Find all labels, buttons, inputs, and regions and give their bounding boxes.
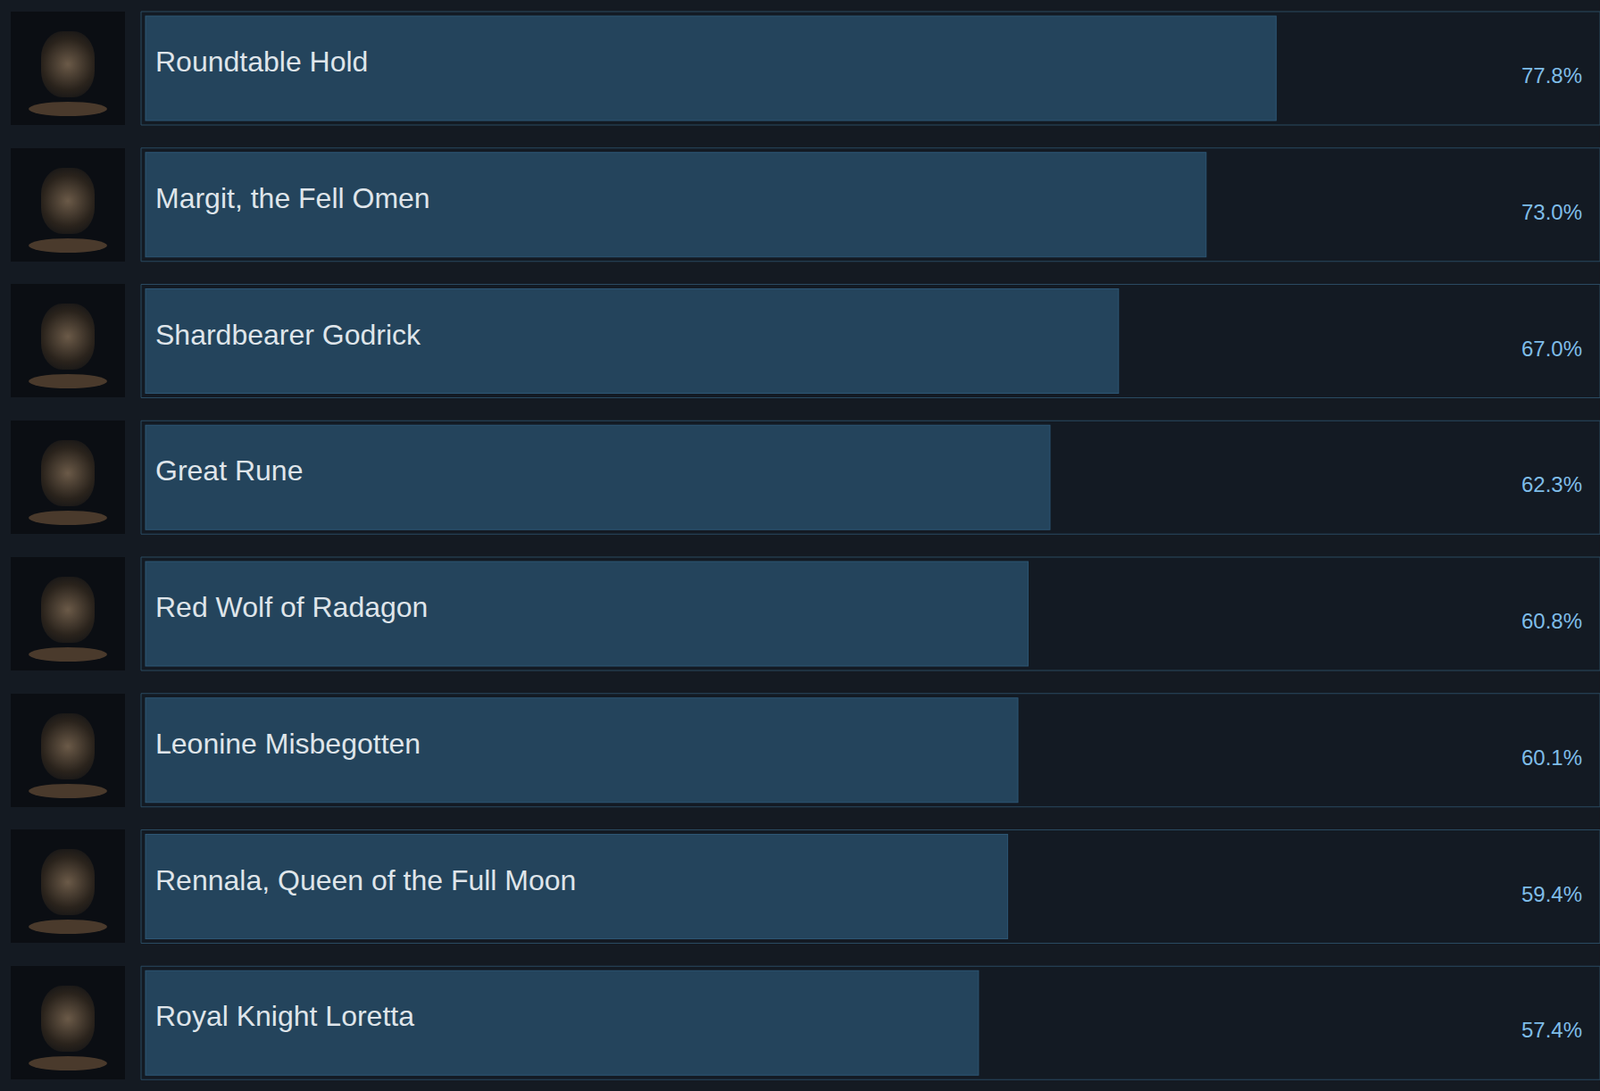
svg-text:59.4%: 59.4%	[1521, 882, 1583, 907]
svg-text:Royal Knight Loretta: Royal Knight Loretta	[155, 1000, 415, 1033]
svg-text:67.0%: 67.0%	[1521, 336, 1583, 361]
svg-text:57.4%: 57.4%	[1521, 1017, 1583, 1042]
svg-text:77.8%: 77.8%	[1521, 63, 1583, 88]
svg-text:Margit, the Fell Omen: Margit, the Fell Omen	[155, 182, 431, 215]
svg-text:Leonine Misbegotten: Leonine Misbegotten	[155, 727, 421, 760]
svg-text:Great Rune: Great Rune	[155, 454, 303, 487]
svg-text:73.0%: 73.0%	[1521, 200, 1583, 225]
svg-text:Rennala, Queen of the Full Moo: Rennala, Queen of the Full Moon	[155, 864, 576, 897]
svg-text:60.8%: 60.8%	[1521, 608, 1583, 634]
svg-text:Shardbearer Godrick: Shardbearer Godrick	[155, 318, 422, 351]
svg-text:62.3%: 62.3%	[1521, 472, 1583, 497]
svg-text:Roundtable Hold: Roundtable Hold	[155, 45, 368, 78]
svg-text:60.1%: 60.1%	[1521, 745, 1583, 770]
svg-text:Red Wolf of Radagon: Red Wolf of Radagon	[155, 591, 428, 624]
